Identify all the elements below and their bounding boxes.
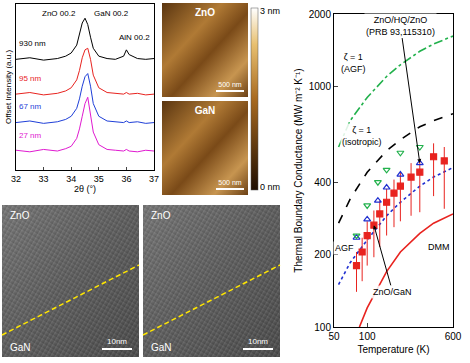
- svg-text:10nm: 10nm: [107, 337, 127, 346]
- svg-text:ZnO/GaN: ZnO/GaN: [373, 287, 412, 297]
- svg-text:200: 200: [314, 249, 331, 260]
- svg-text:400: 400: [314, 177, 331, 188]
- svg-text:32: 32: [11, 174, 21, 184]
- svg-text:ZnO/HQ/ZnO(PRB 93,115310): ZnO/HQ/ZnO(PRB 93,115310): [366, 15, 435, 37]
- svg-text:DMM: DMM: [428, 242, 450, 252]
- svg-text:35: 35: [94, 174, 104, 184]
- svg-text:36: 36: [121, 174, 131, 184]
- svg-text:AGF: AGF: [335, 243, 354, 253]
- svg-text:100: 100: [359, 331, 376, 342]
- svg-text:67 nm: 67 nm: [19, 102, 42, 111]
- svg-text:Offset Intensity (a.u.): Offset Intensity (a.u.): [4, 50, 13, 124]
- svg-text:50: 50: [328, 331, 340, 342]
- svg-text:ZnO: ZnO: [151, 210, 171, 221]
- svg-text:Thermal Boundary Conductance (: Thermal Boundary Conductance (MW m⁻² K⁻¹…: [293, 68, 304, 272]
- svg-text:ζ = 1(isotropic): ζ = 1(isotropic): [342, 125, 382, 147]
- svg-text:100: 100: [314, 322, 331, 333]
- svg-text:37: 37: [149, 174, 159, 184]
- svg-text:500 nm: 500 nm: [218, 81, 242, 88]
- svg-text:600: 600: [445, 331, 462, 342]
- svg-text:3 nm: 3 nm: [260, 6, 280, 16]
- svg-text:ζ = 1(AGF): ζ = 1(AGF): [341, 52, 366, 74]
- svg-text:GaN: GaN: [151, 342, 172, 353]
- svg-text:33: 33: [39, 174, 49, 184]
- svg-text:GaN: GaN: [195, 105, 216, 116]
- svg-text:1000: 1000: [309, 81, 332, 92]
- svg-text:ZnO 00.2: ZnO 00.2: [42, 9, 76, 18]
- svg-text:GaN 00.2: GaN 00.2: [94, 9, 129, 18]
- svg-text:930 nm: 930 nm: [19, 39, 46, 48]
- svg-text:2000: 2000: [309, 9, 332, 20]
- svg-text:2θ (°): 2θ (°): [74, 184, 96, 194]
- svg-text:ZnO: ZnO: [195, 7, 215, 18]
- svg-text:Temperature (K): Temperature (K): [357, 344, 429, 355]
- svg-text:10nm: 10nm: [248, 337, 268, 346]
- svg-text:GaN: GaN: [10, 342, 31, 353]
- svg-text:95 nm: 95 nm: [19, 74, 42, 83]
- svg-text:AlN 00.2: AlN 00.2: [119, 33, 150, 42]
- svg-text:500 nm: 500 nm: [218, 179, 242, 186]
- svg-text:ZnO: ZnO: [10, 210, 30, 221]
- svg-text:27 nm: 27 nm: [19, 131, 42, 140]
- svg-text:34: 34: [66, 174, 76, 184]
- svg-text:0 nm: 0 nm: [260, 182, 280, 192]
